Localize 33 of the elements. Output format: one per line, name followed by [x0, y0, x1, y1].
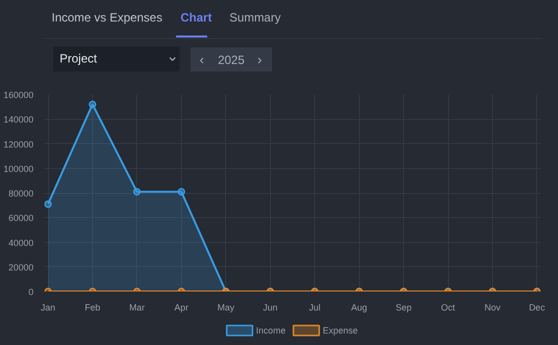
text: ‹ [200, 52, 204, 67]
y-tick-label: 140000 [3, 114, 34, 125]
legend-label: Income [256, 326, 286, 336]
y-tick-label: 80000 [8, 188, 34, 198]
y-tick-label: 160000 [3, 90, 34, 100]
x-tick-label: Apr [174, 302, 188, 312]
x-tick-label: Jul [308, 302, 320, 312]
x-tick-label: Mar [129, 302, 145, 312]
x-tick-label: Jun [263, 302, 278, 312]
point [44, 200, 52, 208]
y-tick-label: 120000 [3, 139, 34, 150]
x-tick-label: Aug [351, 302, 368, 312]
text: 2025 [218, 53, 245, 67]
chart-title: Income vs Expenses [52, 10, 162, 24]
x-tick-label: May [217, 302, 235, 312]
y-tick-label: 60000 [8, 213, 34, 224]
x-tick-label: Jan [40, 302, 56, 312]
y-tick-label: 100000 [3, 164, 34, 174]
legend-label: Expense [322, 326, 358, 336]
text: Summary [229, 10, 281, 24]
y-tick-label: 0 [28, 287, 34, 297]
text: › [257, 52, 262, 67]
point [178, 188, 186, 196]
point [133, 188, 141, 196]
x-tick-label: Dec [528, 302, 546, 312]
x-tick-label: Feb [84, 302, 100, 312]
text: Chart [180, 10, 212, 24]
x-tick-label: Sep [396, 302, 412, 312]
y-tick-label: 40000 [8, 238, 34, 248]
x-tick-label: Oct [441, 302, 456, 312]
text: Project [60, 52, 98, 66]
y-tick-label: 20000 [8, 262, 34, 272]
x-tick-label: Nov [484, 302, 501, 312]
